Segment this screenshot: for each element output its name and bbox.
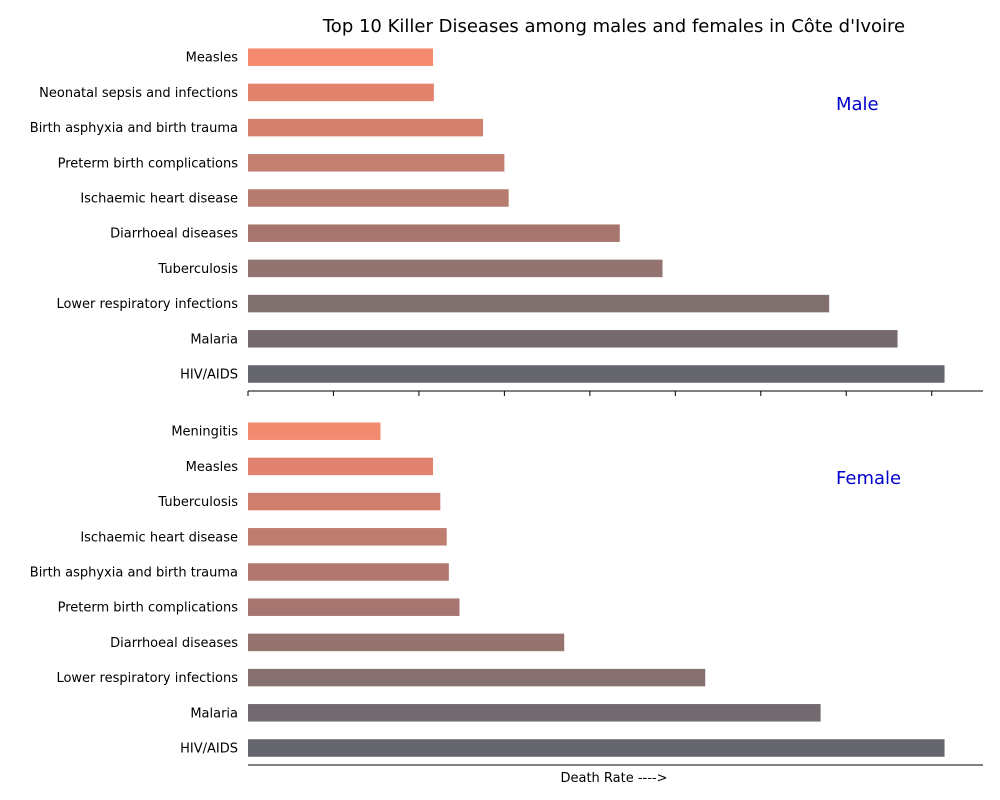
female-tick-label-8: Tuberculosis: [157, 495, 238, 510]
female-bar-7: [248, 528, 447, 546]
female-bar-8: [248, 492, 441, 511]
male-tick-label-4: Tuberculosis: [157, 262, 238, 277]
female-bar-4: [248, 633, 565, 652]
female-tick-label-1: HIV/AIDS: [180, 742, 238, 757]
x-axis-label: Death Rate ---->: [560, 771, 667, 786]
male-bar-7: [248, 154, 505, 172]
male-tick-label-9: Neonatal sepsis and infections: [39, 86, 238, 101]
male-tick-label-6: Ischaemic heart disease: [80, 192, 238, 207]
male-bar-10: [248, 48, 434, 66]
male-tick-label-5: Diarrhoeal diseases: [110, 227, 238, 242]
female-tick-label-5: Preterm birth complications: [58, 601, 239, 616]
male-tick-label-10: Measles: [186, 51, 239, 66]
male-tick-label-3: Lower respiratory infections: [56, 297, 238, 312]
female-bar-9: [248, 457, 434, 476]
chart-title: Top 10 Killer Diseases among males and f…: [322, 16, 905, 37]
female-tick-label-4: Diarrhoeal diseases: [110, 636, 238, 651]
male-bar-8: [248, 118, 484, 137]
female-panel-label: Female: [836, 468, 901, 489]
male-bar-6: [248, 189, 509, 207]
female-tick-label-2: Malaria: [190, 706, 238, 721]
female-bar-3: [248, 668, 706, 687]
male-panel-label: Male: [836, 94, 879, 115]
female-tick-label-6: Birth asphyxia and birth trauma: [30, 566, 238, 581]
male-tick-label-1: HIV/AIDS: [180, 368, 238, 383]
male-panel: Male HIV/AIDS Malaria Lower respiratory in…: [30, 48, 983, 396]
female-bar-10: [248, 422, 381, 440]
male-tick-label-7: Preterm birth complications: [58, 156, 239, 171]
male-bar-5: [248, 224, 620, 242]
male-tick-label-8: Birth asphyxia and birth trauma: [30, 121, 238, 136]
male-bar-3: [248, 294, 830, 313]
female-tick-label-7: Ischaemic heart disease: [80, 530, 238, 545]
female-bar-5: [248, 598, 460, 616]
female-panel: Female Death Rate ----> HIV/AIDS Malaria L…: [30, 422, 983, 786]
female-tick-label-9: Measles: [186, 460, 239, 475]
female-tick-label-3: Lower respiratory infections: [56, 671, 238, 686]
female-bar-1: [248, 739, 945, 757]
female-bar-2: [248, 704, 821, 722]
female-bar-6: [248, 563, 449, 581]
male-bar-1: [248, 365, 945, 383]
male-bar-4: [248, 259, 663, 278]
male-bar-9: [248, 83, 434, 102]
male-bar-2: [248, 330, 898, 348]
female-tick-label-10: Meningitis: [171, 425, 238, 440]
male-tick-label-2: Malaria: [190, 332, 238, 347]
